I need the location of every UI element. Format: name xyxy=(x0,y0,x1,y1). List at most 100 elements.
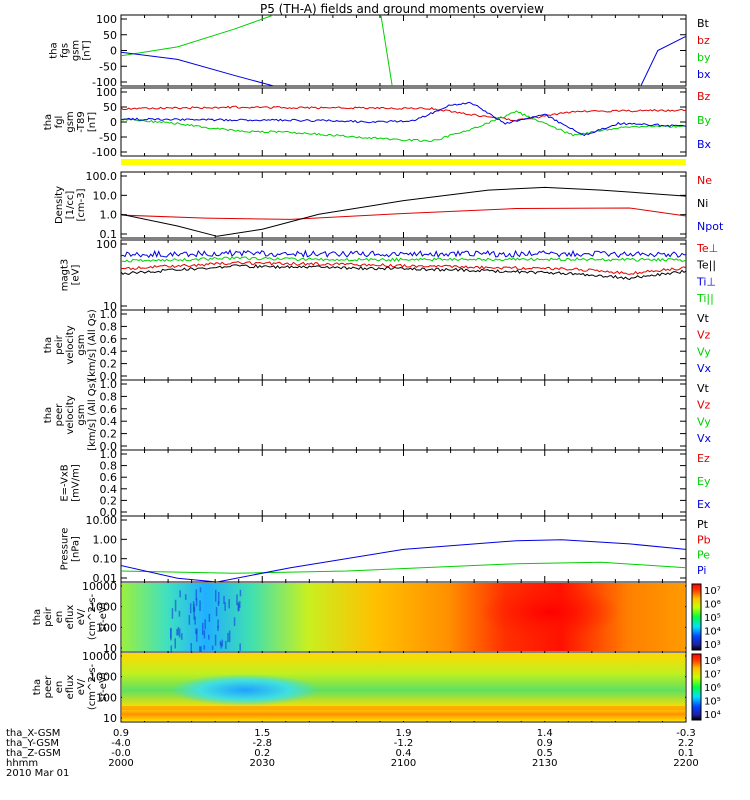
legend-Npot: Npot xyxy=(697,220,724,233)
ion-speckle xyxy=(194,607,196,612)
colorbar-peir_spec xyxy=(692,584,701,650)
ytick-label: 10.0 xyxy=(93,189,118,202)
legend-Vx: Vx xyxy=(697,362,712,375)
ylabel-peer_vel: [km/s] (All Qs) xyxy=(87,379,98,451)
ion-speckle xyxy=(175,600,177,612)
series-line-Ti⊥ xyxy=(121,250,686,257)
legend-Bz: Bz xyxy=(697,90,711,103)
ion-speckle xyxy=(229,631,231,643)
ytick-label: -50 xyxy=(99,131,117,144)
ion-speckle xyxy=(196,632,198,642)
legend-Ey: Ey xyxy=(697,475,711,488)
ylabel-efield: E=-VxB xyxy=(60,464,71,501)
ylabel-peir_vel: tha xyxy=(43,337,54,353)
ion-speckle xyxy=(190,603,192,613)
ion-speckle xyxy=(225,641,227,649)
ytick-label: -50 xyxy=(99,60,117,73)
series-line-Te⊥ xyxy=(121,262,686,275)
panel-frame-peer_vel xyxy=(121,380,686,450)
ytick-label: 0.10 xyxy=(93,553,118,566)
ylabel-temp: [eV] xyxy=(71,265,82,286)
ytick-label: 0.8 xyxy=(100,390,118,403)
ion-speckle xyxy=(179,590,181,597)
ion-speckle xyxy=(216,607,218,616)
ylabel-peir_spec: tha xyxy=(32,609,43,625)
xaxis-row-label: 2010 Mar 01 xyxy=(6,768,69,779)
ylabel-peir_spec: sr-eV) xyxy=(98,602,109,631)
ion-speckle xyxy=(208,635,210,640)
ion-speckle xyxy=(191,643,193,654)
ylabel-density: Density xyxy=(54,186,65,224)
ylabel-peer_spec: tha xyxy=(32,679,43,695)
ylabel-peir_vel: velocity xyxy=(65,325,76,364)
legend-by: by xyxy=(697,51,711,64)
ytick-label: 0 xyxy=(110,45,117,58)
ytick-label: 100 xyxy=(96,238,117,251)
legend-Bx: Bx xyxy=(697,138,712,151)
colorbar-label: 10³ xyxy=(704,640,721,651)
legend-Bt: Bt xyxy=(697,17,710,30)
ytick-label: 50 xyxy=(103,29,117,42)
ytick-label: 100 xyxy=(96,13,117,26)
ion-speckle xyxy=(217,626,219,631)
ion-speckle xyxy=(170,628,172,640)
ion-speckle xyxy=(204,645,206,649)
colorbar-label: 10⁵ xyxy=(704,697,721,708)
series-line-bx xyxy=(121,52,274,86)
ylabel-peir_spec: (cm^2-s- xyxy=(87,593,98,640)
ylabel-peir_spec: eflux xyxy=(65,605,76,630)
quality-bar xyxy=(121,159,686,165)
ytick-label: 1.0 xyxy=(100,209,118,222)
legend-Ne: Ne xyxy=(697,174,712,187)
legend-Ex: Ex xyxy=(697,498,711,511)
ion-speckle xyxy=(199,600,201,611)
electron-lowflux xyxy=(170,674,320,706)
legend-Pb: Pb xyxy=(697,533,711,546)
ylabel-fgs: gsm xyxy=(71,40,82,61)
ion-speckle xyxy=(220,642,222,648)
ion-hotspot xyxy=(480,584,620,640)
ion-speckle xyxy=(237,602,239,611)
ylabel-peer_vel: gsm xyxy=(76,404,87,425)
ylabel-density: [1/cc] xyxy=(65,191,76,220)
legend-Pt: Pt xyxy=(697,518,709,531)
series-line-Pi xyxy=(121,540,686,582)
ylabel-fgl: gsm xyxy=(65,111,76,132)
ytick-label: 1.0 xyxy=(100,308,118,321)
ion-speckle xyxy=(224,602,226,611)
panel-frame-density xyxy=(121,172,686,238)
ion-speckle xyxy=(215,590,217,602)
legend-Vy: Vy xyxy=(697,345,711,358)
colorbar-label: 10⁶ xyxy=(704,600,721,611)
ylabel-peir_vel: [km/s] (All Qs) xyxy=(87,309,98,381)
ytick-label: -100 xyxy=(92,146,117,159)
colorbar-label: 10⁴ xyxy=(704,710,721,721)
ion-speckle xyxy=(227,633,229,642)
ytick-label: 10000 xyxy=(82,580,117,593)
ytick-label: 1.0 xyxy=(100,378,118,391)
ion-speckle xyxy=(189,615,191,625)
electron-band xyxy=(122,706,685,710)
legend-Ti||: Ti|| xyxy=(696,292,714,305)
ylabel-density: [cm-3] xyxy=(76,188,87,221)
ylabel-peer_spec: eflux xyxy=(65,675,76,700)
series-line-bx xyxy=(641,36,686,86)
ion-speckle xyxy=(228,599,230,608)
ion-speckle xyxy=(179,628,181,637)
panel-frame-peir_vel xyxy=(121,310,686,380)
ylabel-fgl: [nT] xyxy=(87,112,98,132)
ytick-label: 0.2 xyxy=(100,428,118,441)
colorbar-label: 10⁴ xyxy=(704,627,721,638)
ylabel-efield: [mV/m] xyxy=(71,464,82,502)
ylabel-fgl: fgl xyxy=(54,116,65,129)
ytick-label: 10000 xyxy=(82,650,117,663)
ion-speckle xyxy=(196,628,198,632)
ion-speckle xyxy=(212,646,214,650)
overview-plot: P5 (TH-A) fields and ground moments over… xyxy=(0,0,750,800)
xaxis-tick-value: 2030 xyxy=(250,758,275,769)
ion-speckle xyxy=(234,617,236,626)
colorbar-label: 10⁷ xyxy=(704,670,721,681)
ylabel-fgl: tha xyxy=(43,114,54,130)
ylabel-peer_spec: (cm^2-s- xyxy=(87,663,98,710)
ylabel-peer_vel: velocity xyxy=(65,395,76,434)
